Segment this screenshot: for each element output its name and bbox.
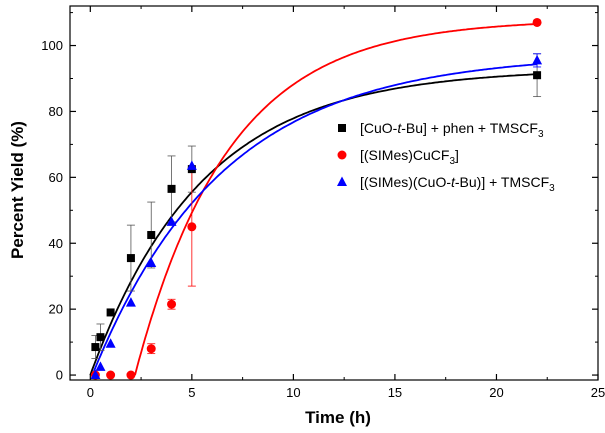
data-point [533,71,542,80]
data-point [146,257,157,268]
data-point [532,17,542,27]
data-point [147,231,156,240]
data-point [167,184,176,193]
x-tick-label: 0 [87,385,94,400]
data-point [126,254,135,263]
x-tick-label: 20 [489,385,503,400]
x-tick-label: 5 [188,385,195,400]
data-point [91,343,100,352]
data-point [105,338,116,348]
data-point [96,333,105,342]
data-point [186,160,197,170]
data-point [125,297,136,307]
legend-marker [337,176,347,186]
x-tick-label: 25 [591,385,605,400]
y-tick-label: 20 [49,302,63,317]
data-points [90,17,543,380]
legend-label: [(SIMes)CuCF3] [360,147,459,167]
data-point [532,54,543,65]
x-tick-label: 15 [388,385,402,400]
data-point [146,344,156,354]
data-point [90,369,101,380]
data-point [187,222,197,232]
error-bars [91,53,542,359]
legend: [CuO-t-Bu] + phen + TMSCF3 [(SIMes)CuCF3]… [337,120,555,194]
fit-curve [89,73,538,376]
y-axis-title: Percent Yield (%) [8,121,27,259]
plot-frame [69,5,599,381]
legend-marker [337,150,347,160]
y-tick-label: 100 [41,38,63,53]
y-tick-label: 40 [49,236,63,251]
legend-label: [(SIMes)(CuO-t-Bu)] + TMSCF3 [360,174,555,194]
y-tick-label: 0 [56,368,63,383]
y-tick-label: 80 [49,104,63,119]
data-point [126,370,136,380]
data-point [167,299,177,309]
axes: 0 5 10 15 20 25 0 20 40 60 80 100 [41,5,605,400]
legend-label: [CuO-t-Bu] + phen + TMSCF3 [360,120,544,140]
y-tick-label: 60 [49,170,63,185]
fit-curves [89,23,538,376]
data-point [95,361,106,371]
data-point [106,370,116,380]
data-point [166,216,177,226]
fit-curve [91,63,538,376]
x-tick-label: 10 [286,385,300,400]
x-axis-title: Time (h) [305,408,371,427]
data-point [106,308,115,317]
legend-marker [338,124,346,132]
